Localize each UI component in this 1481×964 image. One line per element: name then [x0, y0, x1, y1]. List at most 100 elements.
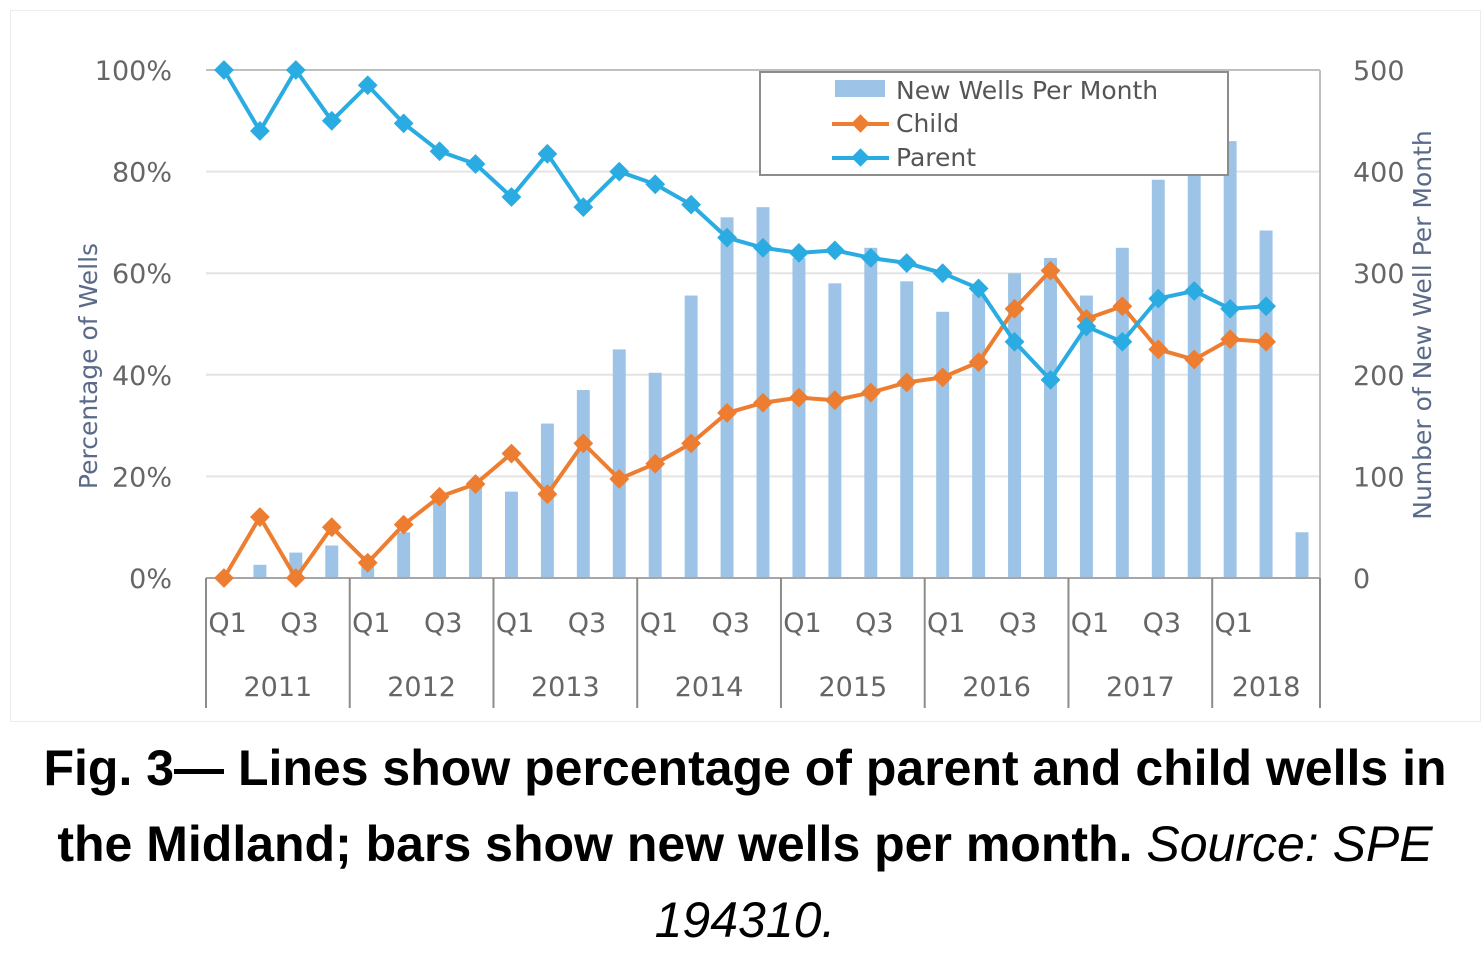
left-axis-title: Percentage of Wells	[74, 243, 103, 489]
quarter-label: Q3	[1143, 608, 1181, 639]
bar	[433, 496, 447, 578]
child-point	[1220, 329, 1241, 350]
child-point	[321, 517, 342, 538]
quarter-label: Q3	[280, 608, 318, 639]
right-tick-label: 0	[1353, 564, 1370, 595]
child-point	[250, 507, 270, 527]
parent-point	[896, 253, 917, 273]
child-point	[429, 486, 450, 507]
parent-point	[429, 141, 450, 162]
left-tick-label: 60%	[112, 259, 172, 290]
parent-point	[1148, 288, 1169, 309]
parent-point	[645, 174, 666, 195]
child-point	[932, 367, 953, 388]
child-point	[573, 433, 594, 454]
parent-point	[1256, 296, 1276, 317]
parent-point	[860, 248, 881, 268]
year-label: 2013	[531, 672, 600, 703]
child-point	[465, 474, 486, 494]
parent-point	[789, 242, 809, 263]
child-point	[1040, 260, 1061, 281]
legend-bar-swatch	[835, 80, 885, 97]
bar	[325, 545, 339, 578]
bar	[1044, 257, 1057, 578]
parent-point	[465, 154, 486, 174]
legend-child-marker	[851, 114, 870, 133]
child-point	[896, 372, 917, 393]
bar	[612, 349, 626, 578]
bar	[1259, 230, 1273, 578]
child-point	[860, 382, 881, 403]
legend-parent-marker	[851, 148, 870, 167]
bar	[469, 481, 482, 578]
quarter-label: Q1	[496, 608, 534, 639]
bar	[972, 293, 986, 578]
bar	[900, 281, 914, 578]
parent-point	[968, 278, 989, 299]
right-tick-label: 500	[1353, 56, 1405, 87]
bar	[756, 207, 770, 578]
legend: New Wells Per Month Child Parent	[759, 71, 1229, 176]
year-label: 2011	[244, 672, 313, 703]
child-point	[645, 453, 666, 474]
parent-point	[321, 110, 342, 131]
bar	[648, 372, 662, 578]
child-point	[968, 352, 989, 372]
quarter-label: Q3	[568, 608, 606, 639]
child-point	[285, 568, 306, 588]
bar	[1151, 179, 1165, 578]
chart-panel: 0% 20% 40% 60% 80% 100% 0 100 200 300 400 500 Q1 Q3…	[10, 10, 1481, 722]
parent-point	[285, 60, 306, 80]
parent-point	[1040, 369, 1061, 390]
bar	[1079, 295, 1093, 578]
year-label: 2017	[1106, 672, 1175, 703]
child-point	[609, 469, 630, 489]
child-point	[214, 568, 234, 588]
quarter-label: Q3	[999, 608, 1037, 639]
combo-chart: 0% 20% 40% 60% 80% 100% 0 100 200 300 400 500 Q1 Q3…	[74, 56, 1437, 708]
quarter-label: Q3	[424, 608, 462, 639]
bar	[1008, 273, 1022, 578]
quarter-label: Q1	[208, 608, 246, 639]
bar	[253, 564, 267, 578]
quarter-label: Q1	[1215, 608, 1253, 639]
right-tick-label: 400	[1353, 158, 1405, 189]
child-point	[1148, 339, 1169, 360]
x-axis-labels: Q1 Q3 Q1 Q3 Q1 Q3 Q1 Q3 Q1 Q3 Q1 Q3 Q1 Q3 Q1 2011 2012 20…	[208, 608, 1300, 703]
child-point	[824, 390, 845, 411]
bar	[397, 532, 411, 578]
child-point	[1112, 296, 1133, 317]
year-label: 2015	[818, 672, 887, 703]
parent-point	[753, 237, 773, 258]
left-tick-label: 0%	[129, 564, 172, 595]
parent-point	[1184, 281, 1205, 301]
child-point	[1256, 331, 1276, 352]
year-label: 2016	[962, 672, 1031, 703]
right-axis-title: Number of New Well Per Month	[1408, 130, 1437, 520]
bar	[936, 311, 950, 578]
caption-main: Fig. 3— Lines show percentage of parent …	[43, 740, 1447, 872]
child-point	[501, 443, 522, 464]
bar	[792, 257, 806, 578]
legend-label-new-wells: New Wells Per Month	[896, 76, 1158, 105]
right-tick-label: 300	[1353, 259, 1405, 290]
parent-point	[393, 113, 414, 134]
bar	[864, 247, 878, 579]
bars-new-wells-per-month	[253, 141, 1309, 579]
child-point	[537, 484, 558, 505]
parent-point	[1076, 316, 1097, 337]
left-tick-label: 20%	[112, 462, 172, 493]
figure-caption: Fig. 3— Lines show percentage of parent …	[20, 730, 1470, 958]
child-line	[222, 268, 1267, 580]
axes	[205, 69, 1321, 708]
child-point	[357, 552, 378, 573]
bar	[576, 390, 590, 578]
bar	[1115, 247, 1129, 579]
bar	[1295, 532, 1309, 578]
year-label: 2018	[1232, 672, 1301, 703]
child-point	[393, 514, 414, 535]
parent-point	[357, 75, 378, 96]
bar	[504, 491, 518, 578]
quarter-label: Q1	[783, 608, 821, 639]
